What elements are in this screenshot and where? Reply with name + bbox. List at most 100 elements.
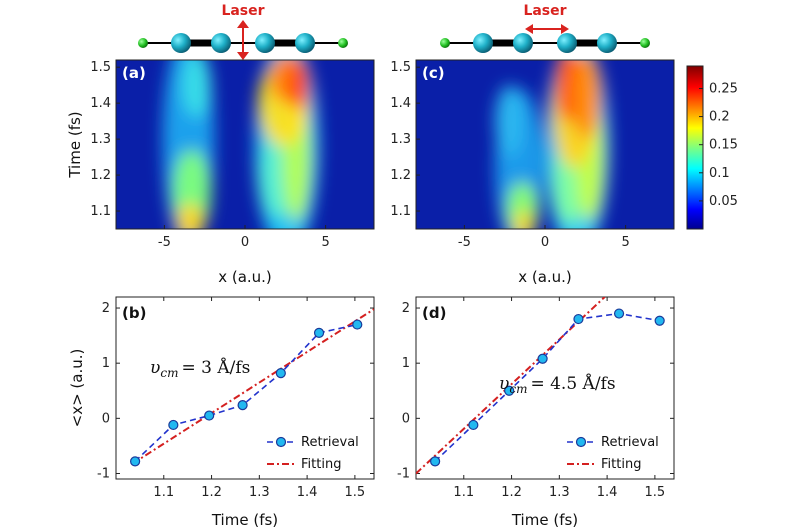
y-tick-label: 1.3 <box>90 132 111 147</box>
x-tick-label: 1.5 <box>345 485 366 500</box>
x-axis-label-b: Time (fs) <box>211 511 278 529</box>
line-panel-b: 1.1 1.2 1.3 1.4 1.5 -1 0 1 2 <box>97 296 375 500</box>
legend-entry-retrieval-d: Retrieval <box>601 435 659 450</box>
heatmap-panel-a: -5 0 5 1.1 1.2 1.3 1.4 1.5 <box>90 59 375 250</box>
hydrogen-atom <box>138 38 148 48</box>
y-tick-label: 1.4 <box>90 96 111 111</box>
carbon-atom <box>295 33 315 53</box>
x-axis-label-a: x (a.u.) <box>218 268 272 286</box>
y-tick-label: 1 <box>102 356 110 371</box>
legend-entry-retrieval-b: Retrieval <box>301 435 359 450</box>
y-tick-label: 1.4 <box>390 96 411 111</box>
velocity-subscript-b: cm <box>160 366 178 380</box>
heatmap-blob <box>495 85 525 158</box>
velocity-subscript-d: cm <box>509 382 527 396</box>
carbon-atom <box>557 33 577 53</box>
legend-entry-fitting-b: Fitting <box>301 457 341 472</box>
panel-label-b: (b) <box>122 304 146 322</box>
arrow-head <box>237 20 249 28</box>
heatmap-background <box>416 60 674 229</box>
heatmap-blob <box>175 203 205 229</box>
velocity-symbol-d: υ <box>499 374 509 394</box>
carbon-atom <box>473 33 493 53</box>
y-tick-label: 1.1 <box>90 204 111 219</box>
heatmap-blob <box>514 211 534 229</box>
carbon-atom <box>513 33 533 53</box>
retrieval-point <box>237 399 248 411</box>
x-tick-label: 1.4 <box>297 485 318 500</box>
heatmap-image <box>116 60 374 229</box>
laser-polarization-arrow-a-icon <box>237 20 249 60</box>
x-tick-label: 5 <box>321 235 329 250</box>
colorbar-tick-label: 0.1 <box>709 166 730 181</box>
legend-b: Retrieval Fitting <box>267 435 359 472</box>
laser-label-a: Laser <box>221 3 264 19</box>
arrow-head <box>237 52 249 60</box>
velocity-value-b: = 3 Å/fs <box>181 357 250 378</box>
heatmap-background <box>116 60 374 229</box>
laser-polarization-arrow-c-icon <box>525 24 569 34</box>
hydrogen-atom <box>440 38 450 48</box>
velocity-annotation-b: υcm = 3 Å/fs <box>150 357 250 380</box>
retrieval-point <box>130 456 141 467</box>
retrieval-point <box>573 313 584 325</box>
x-axis-label-c: x (a.u.) <box>518 268 572 286</box>
series-fitting-line <box>132 308 374 465</box>
y-tick-label: 2 <box>402 301 410 316</box>
retrieval-point <box>613 308 625 319</box>
heatmap-blob <box>506 182 539 229</box>
carbon-atom <box>171 33 191 53</box>
plot-area <box>416 297 665 475</box>
heatmap-blob <box>290 60 310 111</box>
x-tick-label: 5 <box>621 235 629 250</box>
colorbar-tick-label: 0.05 <box>709 194 738 209</box>
carbon-atom <box>597 33 617 53</box>
colorbar-tick-label: 0.25 <box>709 81 738 96</box>
retrieval-point <box>430 456 441 467</box>
y-tick-label: 1.2 <box>390 168 411 183</box>
velocity-symbol-b: υ <box>150 358 160 378</box>
retrieval-point <box>468 419 479 431</box>
heatmap-panel-c: -5 0 5 1.1 1.2 1.3 1.4 1.5 <box>390 59 675 250</box>
retrieval-point <box>654 315 665 326</box>
y-tick-label: -1 <box>97 466 110 481</box>
plot-area <box>130 308 374 467</box>
series-fitting-line <box>416 297 606 475</box>
retrieval-point <box>313 327 325 338</box>
y-tick-label: 1 <box>402 356 410 371</box>
velocity-annotation-d: υcm = 4.5 Å/fs <box>499 373 616 396</box>
x-tick-label: 1.3 <box>549 485 570 500</box>
colorbar-gradient <box>686 65 704 230</box>
heatmap-blobs <box>162 60 320 229</box>
laser-label-c: Laser <box>523 3 566 19</box>
x-axis-label-d: Time (fs) <box>511 511 578 529</box>
legend-marker-retrieval <box>575 436 587 448</box>
plot-frame <box>415 296 675 480</box>
line-panel-d: 1.1 1.2 1.3 1.4 1.5 -1 0 1 2 <box>397 296 675 500</box>
y-tick-label: 1.5 <box>90 60 111 75</box>
heatmap-blob <box>572 60 602 140</box>
legend-entry-fitting-d: Fitting <box>601 457 641 472</box>
y-tick-label: 0 <box>402 411 410 426</box>
x-tick-label: 1.3 <box>249 485 270 500</box>
y-axis-label-b: <x> (a.u.) <box>68 349 86 428</box>
carbon-atom <box>211 33 231 53</box>
heatmap-blob <box>182 60 212 118</box>
retrieval-point <box>275 368 286 379</box>
x-tick-label: 0 <box>541 235 549 250</box>
panel-label-d: (d) <box>422 304 446 322</box>
legend-marker-retrieval <box>275 436 287 448</box>
x-tick-label: 1.1 <box>453 485 474 500</box>
panel-label-c: (c) <box>422 64 445 82</box>
colorbar: 0.05 0.1 0.15 0.2 0.25 <box>686 65 738 230</box>
retrieval-point <box>504 385 515 396</box>
molecule-c-icon <box>440 33 650 53</box>
y-tick-label: 0 <box>102 411 110 426</box>
hydrogen-atom <box>338 38 348 48</box>
panel-label-a: (a) <box>122 64 146 82</box>
x-tick-label: 0 <box>241 235 249 250</box>
velocity-value-d: = 4.5 Å/fs <box>530 373 615 394</box>
x-tick-label: 1.2 <box>501 485 522 500</box>
y-tick-label: 1.2 <box>90 168 111 183</box>
